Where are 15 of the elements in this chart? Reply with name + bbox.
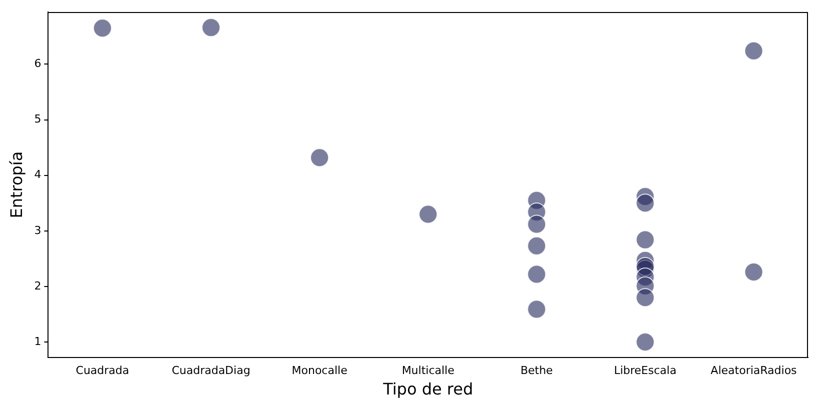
x-axis-title: Tipo de red (382, 380, 474, 399)
x-tick-label: Bethe (520, 364, 554, 378)
x-tick-label: AleatoriaRadios (710, 364, 798, 378)
y-axis-title: Entropía (6, 151, 26, 218)
y-tick-label: 6 (34, 57, 42, 70)
y-tick-label: 1 (34, 334, 42, 348)
y-tick-label: 2 (34, 279, 42, 292)
x-tick-label: LibreEscala (614, 364, 676, 378)
x-tick-label: Cuadrada (76, 364, 130, 378)
x-tick-label: Multicalle (402, 364, 455, 378)
x-tick-label: Monocalle (292, 364, 348, 378)
y-tick-label: 4 (34, 168, 42, 182)
y-tick-label: 5 (34, 112, 42, 126)
y-tick-label: 3 (34, 224, 42, 237)
x-tick-label: CuadradaDiag (172, 364, 250, 378)
